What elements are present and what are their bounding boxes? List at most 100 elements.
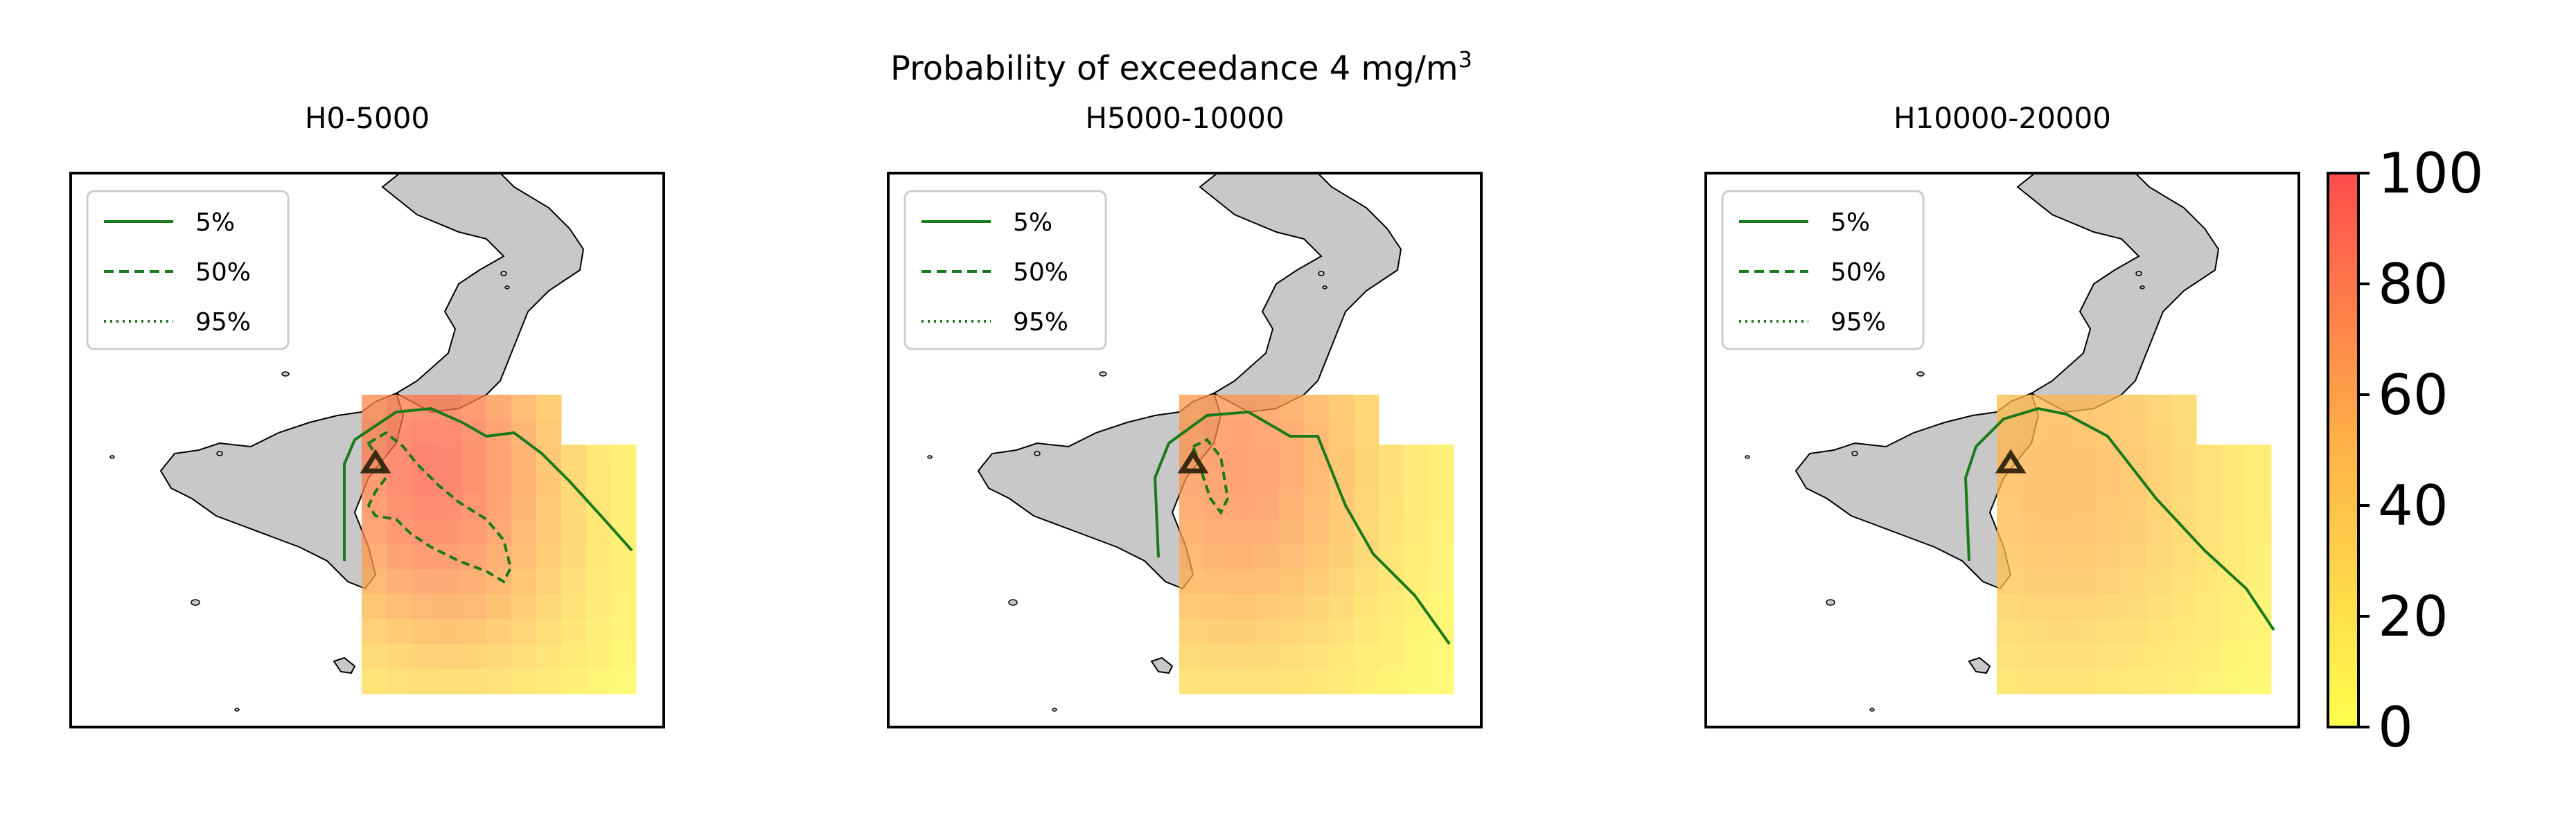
probability-cell bbox=[412, 619, 437, 645]
probability-cell bbox=[362, 644, 387, 670]
probability-cell bbox=[1404, 445, 1429, 470]
triangle-marker-icon bbox=[1177, 449, 1209, 474]
probability-cell bbox=[561, 669, 587, 695]
probability-cell bbox=[1329, 420, 1355, 445]
probability-cell bbox=[2221, 644, 2247, 670]
land-islet bbox=[1916, 371, 1925, 377]
probability-cell bbox=[2171, 544, 2197, 570]
probability-cell bbox=[486, 644, 512, 670]
probability-cell bbox=[1997, 594, 2022, 620]
probability-cell bbox=[536, 544, 562, 570]
probability-cell bbox=[1254, 395, 1280, 420]
land-calabria bbox=[381, 173, 585, 413]
colorbar-tick-label: 0 bbox=[2378, 695, 2413, 760]
probability-cell bbox=[1254, 544, 1280, 570]
probability-cell bbox=[1379, 594, 1404, 620]
legend: 5% 50% 95% bbox=[903, 190, 1107, 350]
probability-cell bbox=[2171, 569, 2197, 595]
probability-cell bbox=[2097, 469, 2122, 495]
probability-cell bbox=[2146, 669, 2172, 695]
probability-cell bbox=[412, 569, 437, 595]
legend-label: 50% bbox=[1013, 258, 1068, 287]
probability-cell bbox=[1304, 494, 1330, 520]
legend-label: 5% bbox=[195, 208, 235, 237]
probability-cell bbox=[2221, 469, 2247, 495]
probability-cell bbox=[561, 544, 587, 570]
probability-cell bbox=[2146, 395, 2172, 420]
probability-cell bbox=[1379, 469, 1404, 495]
probability-cell bbox=[611, 494, 637, 520]
probability-cell bbox=[436, 644, 462, 670]
probability-cell bbox=[2221, 594, 2247, 620]
contour-5-percent bbox=[343, 406, 633, 561]
probability-cell bbox=[412, 420, 437, 445]
probability-cell bbox=[1229, 494, 1255, 520]
probability-cell bbox=[2097, 519, 2122, 545]
probability-cell bbox=[586, 494, 612, 520]
probability-cell bbox=[2072, 569, 2097, 595]
legend: 5% 50% 95% bbox=[1721, 190, 1925, 350]
probability-cell bbox=[1997, 619, 2022, 645]
panel-title: H10000-20000 bbox=[1894, 101, 2111, 135]
contour-5-percent bbox=[1964, 406, 2275, 632]
probability-cell bbox=[2121, 420, 2147, 445]
probability-cell bbox=[1204, 494, 1230, 520]
probability-cell bbox=[2121, 544, 2147, 570]
probability-cell bbox=[1279, 395, 1305, 420]
probability-cell bbox=[1304, 644, 1330, 670]
probability-cell bbox=[412, 594, 437, 620]
probability-cell bbox=[2196, 445, 2222, 470]
probability-cell bbox=[536, 395, 562, 420]
probability-grid bbox=[1997, 395, 2272, 695]
probability-cell bbox=[586, 544, 612, 570]
land-islet bbox=[504, 285, 510, 289]
probability-cell bbox=[2047, 519, 2072, 545]
probability-cell bbox=[436, 445, 462, 470]
probability-cell bbox=[1179, 569, 1205, 595]
probability-cell bbox=[2146, 619, 2172, 645]
contour-50-percent bbox=[1191, 438, 1230, 515]
probability-cell bbox=[1404, 619, 1429, 645]
probability-cell bbox=[586, 469, 612, 495]
probability-cell bbox=[1379, 445, 1404, 470]
probability-cell bbox=[1429, 469, 1454, 495]
probability-cell bbox=[1204, 594, 1230, 620]
map-panel: 5% 50% 95% bbox=[1704, 172, 2300, 728]
probability-cell bbox=[1997, 494, 2022, 520]
probability-cell bbox=[1997, 420, 2022, 445]
contour-5-percent bbox=[1153, 410, 1451, 645]
probability-cell bbox=[387, 469, 412, 495]
probability-cell bbox=[511, 594, 537, 620]
probability-cell bbox=[1229, 594, 1255, 620]
probability-cell bbox=[486, 594, 512, 620]
probability-cell bbox=[2072, 395, 2097, 420]
probability-cell bbox=[2097, 619, 2122, 645]
probability-cell bbox=[1304, 619, 1330, 645]
probability-cell bbox=[1404, 569, 1429, 595]
probability-cell bbox=[387, 420, 412, 445]
probability-cell bbox=[1229, 395, 1255, 420]
probability-cell bbox=[2246, 445, 2272, 470]
map-panel: 5% 50% 95% bbox=[887, 172, 1483, 728]
probability-cell bbox=[586, 669, 612, 695]
probability-cell bbox=[536, 519, 562, 545]
probability-cell bbox=[2097, 544, 2122, 570]
probability-cell bbox=[362, 619, 387, 645]
probability-cell bbox=[2196, 569, 2222, 595]
probability-cell bbox=[1304, 669, 1330, 695]
probability-cell bbox=[611, 445, 637, 470]
probability-cell bbox=[2022, 594, 2047, 620]
probability-cell bbox=[1379, 519, 1404, 545]
triangle-marker-icon bbox=[1995, 449, 2027, 474]
probability-cell bbox=[2171, 594, 2197, 620]
probability-cell bbox=[1354, 494, 1379, 520]
land-islet bbox=[234, 708, 240, 712]
probability-cell bbox=[586, 569, 612, 595]
probability-cell bbox=[1379, 619, 1404, 645]
probability-cell bbox=[2072, 469, 2097, 495]
probability-cell bbox=[2097, 594, 2122, 620]
colorbar-tick-label: 20 bbox=[2378, 584, 2449, 649]
probability-cell bbox=[1354, 395, 1379, 420]
probability-cell bbox=[1304, 569, 1330, 595]
probability-cell bbox=[387, 669, 412, 695]
